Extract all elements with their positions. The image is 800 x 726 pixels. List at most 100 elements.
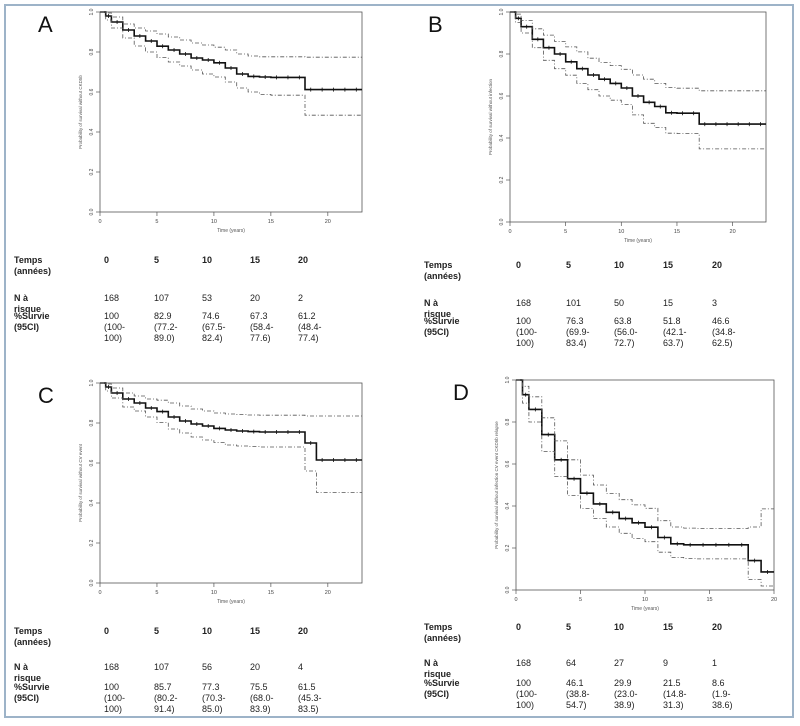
x-tick-label: 20 xyxy=(730,229,736,235)
risk-row-header: Temps (années) xyxy=(424,260,462,281)
risk-cell: 46.1 (38.8- 54.7) xyxy=(566,678,590,710)
y-tick-label: 0.0 xyxy=(89,208,95,215)
y-tick-label: 1.0 xyxy=(89,8,95,15)
risk-cell: 10 xyxy=(614,260,625,270)
risk-cell: 10 xyxy=(202,255,213,265)
risk-cell: 85.7 (80.2- 91.4) xyxy=(154,682,178,714)
risk-cell: 61.2 (48.4- 77.4) xyxy=(298,311,322,343)
risk-cell: 20 xyxy=(712,622,723,632)
risk-cell: 20 xyxy=(250,662,261,672)
y-tick-label: 0.6 xyxy=(505,460,511,467)
y-tick-label: 0.0 xyxy=(499,218,505,225)
x-tick-label: 0 xyxy=(508,229,511,235)
y-tick-label: 0.8 xyxy=(499,50,505,57)
series-estimate xyxy=(510,11,766,125)
series-ci-lower xyxy=(100,382,362,493)
risk-row-header: N à risque xyxy=(424,658,452,679)
risk-row-header: N à risque xyxy=(424,298,452,319)
risk-row-header: Temps (années) xyxy=(14,626,52,647)
risk-cell: 5 xyxy=(566,622,572,632)
y-tick-label: 0.2 xyxy=(89,539,95,546)
risk-cell: 51.8 (42.1- 63.7) xyxy=(663,316,687,348)
risk-cell: 9 xyxy=(663,658,669,668)
x-axis-label: Time (years) xyxy=(631,606,659,612)
risk-cell: 15 xyxy=(250,626,261,636)
risk-cell: 107 xyxy=(154,662,170,672)
risk-cell: 1 xyxy=(712,658,718,668)
risk-cell: 20 xyxy=(298,626,309,636)
risk-cell: 0 xyxy=(516,622,522,632)
y-tick-label: 1.0 xyxy=(89,379,95,386)
x-axis-label: Time (years) xyxy=(217,228,245,234)
risk-cell: 15 xyxy=(250,255,261,265)
y-axis-label: Probability of survival without infectio… xyxy=(494,421,499,549)
risk-cell: 168 xyxy=(104,293,120,303)
risk-cell: 107 xyxy=(154,293,170,303)
x-tick-label: 20 xyxy=(325,590,331,596)
risk-cell: 50 xyxy=(614,298,625,308)
y-tick-label: 1.0 xyxy=(499,8,505,15)
y-axis-label: Probability of survival without CV event xyxy=(78,443,83,522)
risk-cell: 168 xyxy=(516,298,532,308)
risk-cell: 15 xyxy=(663,622,674,632)
y-tick-label: 0.0 xyxy=(505,586,511,593)
y-tick-label: 0.2 xyxy=(499,176,505,183)
x-tick-label: 0 xyxy=(514,597,517,603)
risk-cell: 20 xyxy=(250,293,261,303)
series-ci-lower xyxy=(100,11,362,116)
risk-row-header: Temps (années) xyxy=(424,622,462,643)
km-chart-a: 0.0 0.2 0.4 0.6 0.8 1.0 0 5 10 15 20 Time (years) Pr… xyxy=(78,8,363,234)
risk-cell: 77.3 (70.3- 85.0) xyxy=(202,682,226,714)
y-axis-label: Probability of survival without CKD5b xyxy=(78,75,83,149)
x-tick-label: 10 xyxy=(642,597,648,603)
risk-cell: 10 xyxy=(614,622,625,632)
y-tick-label: 0.8 xyxy=(505,418,511,425)
risk-cell: 0 xyxy=(104,255,110,265)
panel-label-a: A xyxy=(38,12,53,37)
risk-cell: 76.3 (69.9- 83.4) xyxy=(566,316,590,348)
series-ci-lower xyxy=(516,379,774,587)
risk-cell: 15 xyxy=(663,298,674,308)
risk-cell: 8.6 (1.9- 38.6) xyxy=(712,678,733,710)
risk-cell: 67.3 (58.4- 77.6) xyxy=(250,311,274,343)
x-tick-label: 0 xyxy=(98,590,101,596)
panel-label-c: C xyxy=(38,383,54,408)
risk-cell: 63.8 (56.0- 72.7) xyxy=(614,316,638,348)
risk-table-c: Temps (années) 0 5 10 15 20 N à risque 168 107 56… xyxy=(14,626,384,726)
y-tick-label: 0.6 xyxy=(499,92,505,99)
y-tick-label: 0.4 xyxy=(89,128,95,135)
risk-cell: 5 xyxy=(566,260,572,270)
risk-cell: 0 xyxy=(516,260,522,270)
plot-area xyxy=(99,11,363,213)
x-tick-label: 5 xyxy=(155,219,158,225)
risk-cell: 74.6 (67.5- 82.4) xyxy=(202,311,226,343)
km-chart-b: 0.0 0.2 0.4 0.6 0.8 1.0 0 5 10 15 20 Time (years) Pr… xyxy=(488,8,767,244)
panel-label-d: D xyxy=(453,380,469,405)
x-tick-label: 5 xyxy=(564,229,567,235)
y-tick-label: 0.6 xyxy=(89,459,95,466)
y-tick-label: 0.2 xyxy=(505,544,511,551)
x-tick-label: 5 xyxy=(155,590,158,596)
risk-cell: 168 xyxy=(104,662,120,672)
panel-label-b: B xyxy=(428,12,443,37)
risk-row-header: N à risque xyxy=(14,662,42,683)
x-tick-label: 10 xyxy=(618,229,624,235)
figure-frame xyxy=(4,4,794,718)
x-tick-label: 10 xyxy=(211,590,217,596)
x-tick-label: 0 xyxy=(98,219,101,225)
risk-cell: 64 xyxy=(566,658,577,668)
y-tick-label: 0.4 xyxy=(89,499,95,506)
risk-cell: 2 xyxy=(298,293,304,303)
risk-cell: 100 (100- 100) xyxy=(104,682,126,714)
risk-cell: 100 (100- 100) xyxy=(516,678,538,710)
x-tick-label: 15 xyxy=(706,597,712,603)
series-estimate xyxy=(516,379,774,573)
y-axis-label: Probability of survival without infectio… xyxy=(488,78,493,155)
risk-cell: 46.6 (34.8- 62.5) xyxy=(712,316,736,348)
risk-cell: 82.9 (77.2- 89.0) xyxy=(154,311,178,343)
risk-cell: 15 xyxy=(663,260,674,270)
risk-cell: 61.5 (45.3- 83.5) xyxy=(298,682,322,714)
risk-cell: 21.5 (14.8- 31.3) xyxy=(663,678,687,710)
risk-cell: 10 xyxy=(202,626,213,636)
risk-cell: 29.9 (23.0- 38.9) xyxy=(614,678,638,710)
